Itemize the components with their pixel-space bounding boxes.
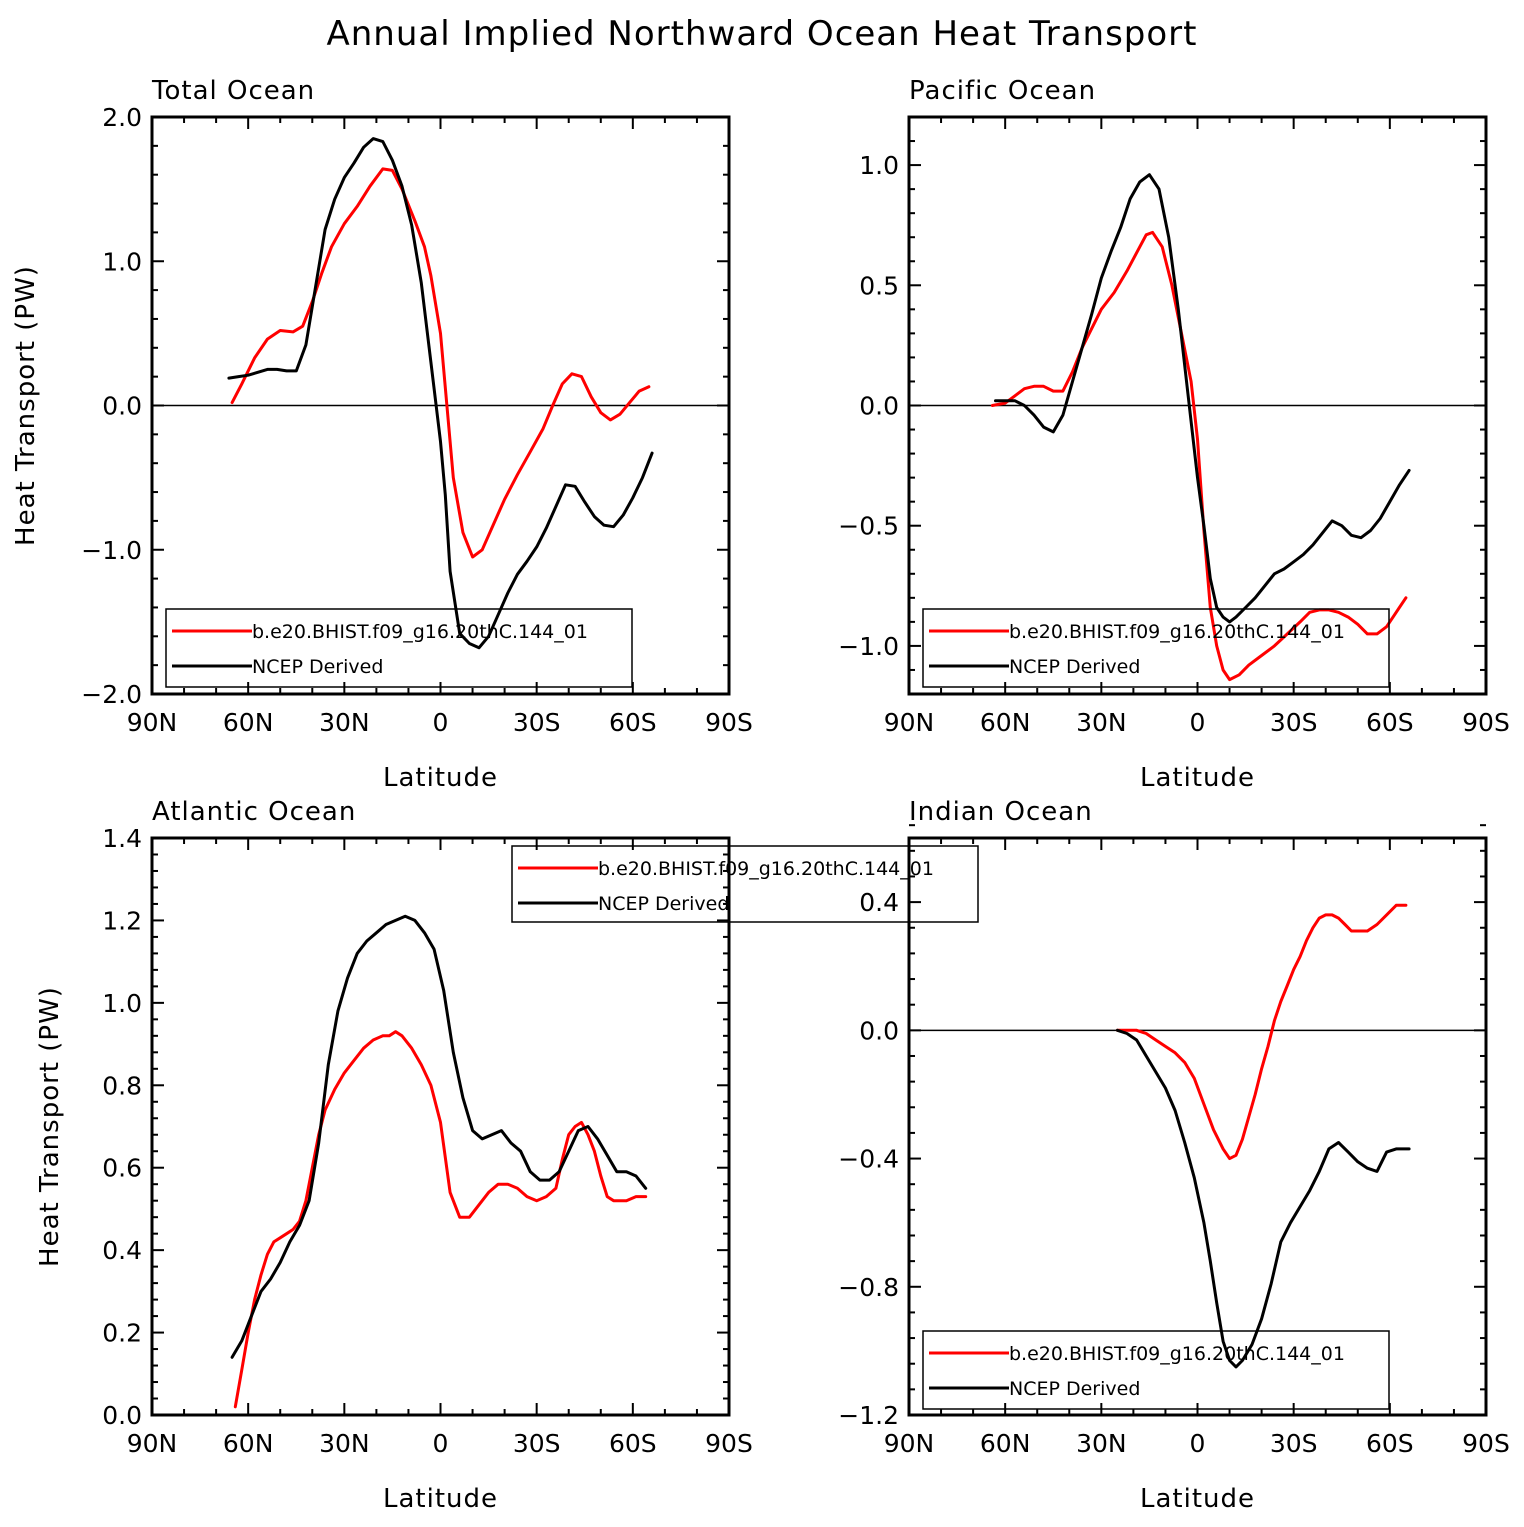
y-tick-label: 0.0 <box>859 1016 899 1045</box>
x-tick-label: 30S <box>1270 708 1318 737</box>
legend-label: b.e20.BHIST.f09_g16.20thC.144_01 <box>252 621 588 643</box>
x-tick-label: 90S <box>1462 1429 1510 1458</box>
y-tick-label: −0.5 <box>838 512 899 541</box>
x-axis-label: Latitude <box>1140 1484 1255 1514</box>
series-line-ncep <box>994 173 1411 624</box>
legend-box <box>922 608 1390 688</box>
series-line-ncep <box>1115 1028 1411 1369</box>
x-tick-label: 0 <box>1190 708 1206 737</box>
legend-box <box>165 608 633 688</box>
y-axis-label: Heat Transport (PW) <box>11 265 41 546</box>
y-tick-label: 1.0 <box>102 247 142 276</box>
x-tick-label: 60N <box>223 1429 274 1458</box>
x-tick-label: 30N <box>1076 708 1127 737</box>
x-tick-label: 30N <box>319 708 370 737</box>
x-tick-label: 90S <box>705 1429 753 1458</box>
y-tick-label: −0.4 <box>838 1145 899 1174</box>
series-line-model <box>1115 903 1408 1161</box>
legend: b.e20.BHIST.f09_g16.20thC.144_01 NCEP Der… <box>922 1330 1390 1410</box>
x-tick-label: 30N <box>319 1429 370 1458</box>
legend-box <box>511 845 979 923</box>
x-tick-label: 30S <box>513 708 561 737</box>
y-tick-label: −1.2 <box>838 1401 899 1430</box>
legend: b.e20.BHIST.f09_g16.20thC.144_01 NCEP Der… <box>922 608 1390 688</box>
y-tick-label: 0.0 <box>859 392 899 421</box>
legend-box <box>922 1330 1390 1410</box>
y-tick-label: 0.6 <box>102 1154 142 1183</box>
legend-label: NCEP Derived <box>252 656 383 678</box>
figure-title: Annual Implied Northward Ocean Heat Tran… <box>327 14 1198 54</box>
pacific-ocean-panel: Pacific Ocean 90N 60N 30N 0 30S 60S 90S −1.0 −0.5… <box>838 76 1510 793</box>
x-tick-label: 0 <box>433 1429 449 1458</box>
y-tick-label: 0.5 <box>859 271 899 300</box>
x-tick-label: 90N <box>127 1429 178 1458</box>
x-axis-label: Latitude <box>383 1484 498 1514</box>
y-tick-label: 0.0 <box>102 1401 142 1430</box>
series-line-model <box>230 167 651 559</box>
panel-title: Atlantic Ocean <box>152 797 356 827</box>
y-tick-label: −1.0 <box>838 632 899 661</box>
x-tick-label: 60N <box>980 708 1031 737</box>
x-tick-label: 60S <box>609 708 657 737</box>
x-axis-label: Latitude <box>383 763 498 793</box>
x-tick-label: 0 <box>433 708 449 737</box>
x-tick-label: 90S <box>705 708 753 737</box>
x-tick-label: 30N <box>1076 1429 1127 1458</box>
series-line-ncep <box>230 914 648 1359</box>
y-tick-label: 0.8 <box>102 1071 142 1100</box>
x-tick-label: 90N <box>884 1429 935 1458</box>
x-tick-label: 30S <box>513 1429 561 1458</box>
y-tick-label: 0.4 <box>102 1236 142 1265</box>
series-line-ncep <box>227 137 654 650</box>
series-line-model <box>233 1030 648 1409</box>
legend: b.e20.BHIST.f09_g16.20thC.144_01 NCEP Der… <box>165 608 633 688</box>
x-tick-label: 60N <box>980 1429 1031 1458</box>
x-tick-label: 60S <box>1366 708 1414 737</box>
y-tick-label: 1.0 <box>859 151 899 180</box>
panel-title: Total Ocean <box>151 76 315 106</box>
legend-label: NCEP Derived <box>1009 656 1140 678</box>
x-axis-label: Latitude <box>1140 763 1255 793</box>
y-tick-label: −0.8 <box>838 1273 899 1302</box>
y-tick-label: 1.2 <box>102 906 142 935</box>
total-ocean-panel: Total Ocean 90N 60N 30N 0 30S 60S 90S −2.0 −1.0 0.… <box>11 76 753 793</box>
legend-label: b.e20.BHIST.f09_g16.20thC.144_01 <box>598 858 934 880</box>
y-tick-label: 0.4 <box>859 888 899 917</box>
y-tick-label: 1.4 <box>102 824 142 853</box>
y-tick-label: 0.0 <box>102 392 142 421</box>
y-tick-label: 2.0 <box>102 103 142 132</box>
x-tick-label: 90N <box>884 708 935 737</box>
x-tick-label: 90S <box>1462 708 1510 737</box>
legend-label: NCEP Derived <box>1009 1378 1140 1400</box>
atlantic-ocean-panel: Atlantic Ocean 90N 60N 30N 0 30S 60S 90S 0.0 0.2 0… <box>35 797 979 1514</box>
legend-label: NCEP Derived <box>598 893 729 915</box>
legend-label: b.e20.BHIST.f09_g16.20thC.144_01 <box>1009 621 1345 643</box>
indian-ocean-panel: Indian Ocean 90N 60N 30N 0 30S 60S 90S −1.2 −0.8 −… <box>838 797 1510 1514</box>
panel-title: Pacific Ocean <box>909 76 1096 106</box>
x-tick-label: 60N <box>223 708 274 737</box>
x-tick-label: 90N <box>127 708 178 737</box>
x-tick-label: 60S <box>1366 1429 1414 1458</box>
legend-label: b.e20.BHIST.f09_g16.20thC.144_01 <box>1009 1343 1345 1365</box>
y-tick-label: 1.0 <box>102 989 142 1018</box>
plot-frame <box>907 836 1488 1417</box>
x-tick-label: 30S <box>1270 1429 1318 1458</box>
panel-title: Indian Ocean <box>909 797 1093 827</box>
y-axis-label: Heat Transport (PW) <box>35 986 65 1267</box>
x-tick-label: 60S <box>609 1429 657 1458</box>
x-tick-label: 0 <box>1190 1429 1206 1458</box>
y-tick-label: 0.2 <box>102 1319 142 1348</box>
legend: b.e20.BHIST.f09_g16.20thC.144_01 NCEP Der… <box>511 845 979 923</box>
series-line-model <box>990 230 1408 682</box>
y-tick-label: −1.0 <box>81 536 142 565</box>
y-tick-label: −2.0 <box>81 680 142 709</box>
